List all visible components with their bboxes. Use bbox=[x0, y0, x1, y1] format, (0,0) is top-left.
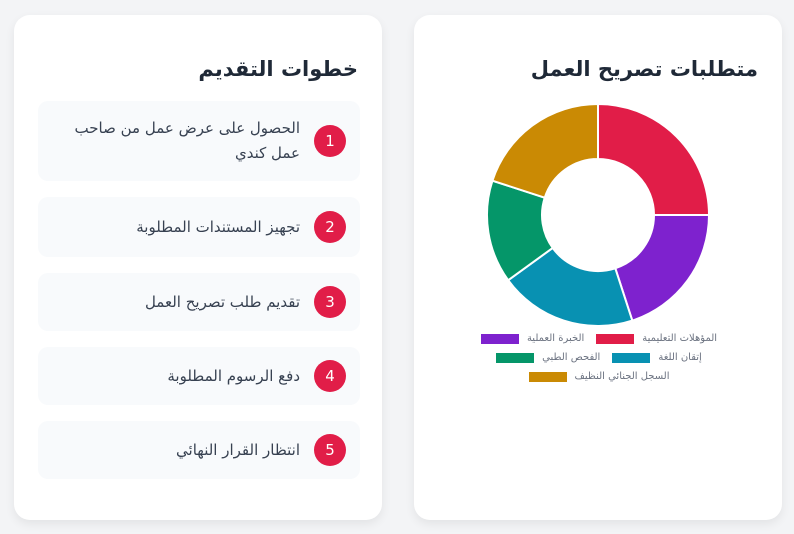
chart-legend: المؤهلات التعليمية الخبرة العملية إتقان ال… bbox=[454, 333, 744, 382]
legend-label: إتقان اللغة bbox=[658, 352, 702, 363]
requirements-card: متطلبات تصريح العمل المؤهلات التعليمية ال… bbox=[414, 15, 782, 520]
legend-label: الفحص الطبي bbox=[542, 352, 601, 363]
legend-swatch bbox=[496, 352, 535, 363]
step-number-badge: 4 bbox=[314, 360, 346, 392]
legend-label: السجل الجنائي النظيف bbox=[574, 371, 670, 382]
donut-segment[interactable] bbox=[614, 214, 711, 322]
legend-label: المؤهلات التعليمية bbox=[642, 333, 718, 344]
steps-title: خطوات التقديم bbox=[198, 57, 358, 81]
application-steps-card: خطوات التقديم 1 الحصول على عرض عمل من صا… bbox=[14, 15, 382, 520]
donut-segment[interactable] bbox=[597, 102, 711, 216]
step-text: تجهيز المستندات المطلوبة bbox=[136, 217, 300, 236]
legend-item[interactable]: إتقان اللغة bbox=[612, 352, 702, 363]
step-number-badge: 1 bbox=[314, 125, 346, 157]
step-number-badge: 5 bbox=[314, 434, 346, 466]
legend-label: الخبرة العملية bbox=[526, 333, 585, 344]
donut-segment[interactable] bbox=[491, 102, 599, 199]
legend-item[interactable]: المؤهلات التعليمية bbox=[596, 333, 717, 344]
step-text: انتظار القرار النهائي bbox=[176, 440, 300, 459]
legend-swatch bbox=[480, 333, 519, 344]
donut-chart bbox=[486, 102, 711, 327]
step-text: دفع الرسوم المطلوبة bbox=[167, 366, 300, 385]
step-item: 4 دفع الرسوم المطلوبة bbox=[38, 347, 360, 405]
step-number-badge: 2 bbox=[314, 211, 346, 243]
legend-swatch bbox=[596, 333, 635, 344]
step-item: 3 تقديم طلب تصريح العمل bbox=[38, 273, 360, 331]
legend-item[interactable]: السجل الجنائي النظيف bbox=[528, 371, 670, 382]
step-item: 2 تجهيز المستندات المطلوبة bbox=[38, 197, 360, 257]
step-text: الحصول على عرض عمل من صاحب عمل كندي bbox=[74, 119, 300, 162]
legend-swatch bbox=[528, 371, 567, 382]
legend-swatch bbox=[612, 352, 651, 363]
legend-item[interactable]: الخبرة العملية bbox=[480, 333, 585, 344]
legend-item[interactable]: الفحص الطبي bbox=[496, 352, 600, 363]
steps-list: 1 الحصول على عرض عمل من صاحب عمل كندي 2 … bbox=[38, 101, 360, 495]
step-number-badge: 3 bbox=[314, 286, 346, 318]
chart-title: متطلبات تصريح العمل bbox=[530, 57, 758, 81]
step-text: تقديم طلب تصريح العمل bbox=[144, 292, 300, 311]
step-item: 1 الحصول على عرض عمل من صاحب عمل كندي bbox=[38, 101, 360, 181]
step-item: 5 انتظار القرار النهائي bbox=[38, 421, 360, 479]
